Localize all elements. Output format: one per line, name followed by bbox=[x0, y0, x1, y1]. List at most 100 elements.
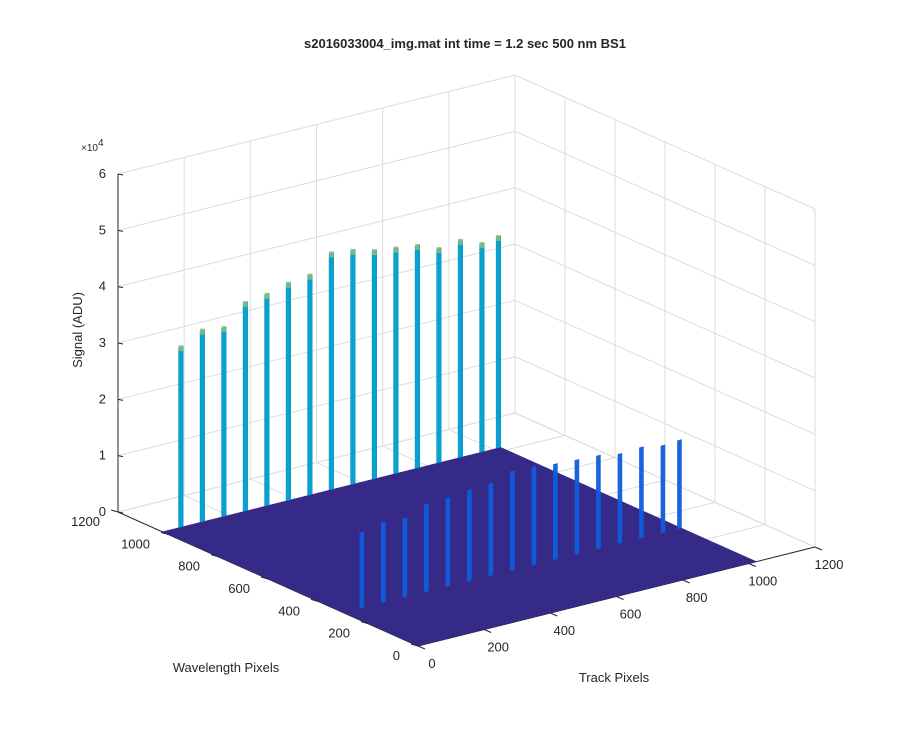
fiber-track-peak bbox=[178, 345, 184, 352]
z-tick-mark bbox=[117, 286, 124, 289]
fiber-track bbox=[414, 244, 420, 469]
x-tick-mark bbox=[748, 563, 757, 567]
y-tick-label: 400 bbox=[278, 603, 300, 618]
fiber-track-base bbox=[510, 470, 515, 571]
fiber-track-base bbox=[553, 463, 558, 561]
fiber-track-peak bbox=[372, 249, 377, 256]
chart-title: s2016033004_img.mat int time = 1.2 sec 5… bbox=[304, 36, 626, 51]
tick-labels: 0123456020040060080010001200020040060080… bbox=[71, 166, 843, 671]
grid-line bbox=[514, 187, 816, 323]
x-tick-label: 1000 bbox=[748, 574, 777, 589]
x-tick-mark bbox=[616, 596, 624, 600]
fiber-track-peak bbox=[307, 273, 313, 280]
fiber-track-base bbox=[381, 521, 386, 604]
fiber-track-base bbox=[677, 439, 682, 530]
fiber-track-peak bbox=[458, 238, 463, 245]
fiber-track bbox=[350, 249, 356, 485]
y-tick-label: 0 bbox=[393, 648, 400, 663]
y-tick-mark bbox=[210, 554, 219, 558]
fiber-track bbox=[457, 239, 463, 459]
fiber-track-peak bbox=[243, 301, 248, 308]
y-tick-label: 800 bbox=[178, 559, 200, 574]
fiber-track bbox=[479, 242, 485, 453]
x-tick-mark bbox=[483, 629, 492, 633]
z-tick-label: 3 bbox=[99, 335, 106, 350]
z-tick-mark bbox=[117, 173, 124, 176]
y-tick-label: 1200 bbox=[71, 514, 100, 529]
fiber-track-base bbox=[467, 489, 472, 582]
x-tick-label: 0 bbox=[428, 656, 435, 671]
y-tick-label: 1000 bbox=[121, 536, 150, 551]
fiber-track-peak bbox=[415, 244, 420, 251]
x-tick-mark bbox=[417, 645, 426, 650]
fiber-track-base bbox=[660, 444, 666, 534]
z-tick-label: 1 bbox=[99, 448, 106, 463]
fiber-track bbox=[436, 247, 442, 464]
y-tick-mark bbox=[310, 598, 319, 602]
z-tick-label: 2 bbox=[99, 391, 106, 406]
z-tick-label: 4 bbox=[99, 279, 106, 294]
fiber-track bbox=[371, 249, 377, 480]
fiber-track-peak bbox=[350, 248, 356, 255]
y-axis-label: Wavelength Pixels bbox=[173, 660, 280, 675]
grid-line bbox=[117, 412, 516, 513]
y-tick-label: 600 bbox=[228, 581, 250, 596]
z-tick-label: 0 bbox=[99, 504, 106, 519]
fiber-track bbox=[285, 282, 291, 502]
grid-line bbox=[117, 187, 516, 288]
z-tick-mark bbox=[117, 342, 124, 345]
grid-line bbox=[117, 243, 516, 344]
svg-text:×104: ×104 bbox=[81, 138, 104, 154]
fiber-track bbox=[495, 235, 502, 449]
grid-line bbox=[514, 243, 816, 379]
x-tick-mark bbox=[682, 579, 690, 584]
y-tick-mark bbox=[110, 509, 119, 513]
fiber-track-base bbox=[359, 531, 365, 609]
z-exponent-label: ×104 bbox=[81, 138, 104, 154]
x-tick-label: 200 bbox=[487, 640, 509, 655]
fiber-track bbox=[199, 329, 205, 523]
x-tick-mark bbox=[550, 612, 558, 617]
x-tick-label: 600 bbox=[620, 607, 642, 622]
grid-line bbox=[117, 356, 516, 457]
grid-line bbox=[117, 130, 516, 231]
fiber-track-peak bbox=[200, 328, 205, 335]
fiber-track bbox=[221, 326, 227, 518]
z-axis-label: Signal (ADU) bbox=[70, 292, 85, 368]
fiber-track-peak bbox=[496, 235, 501, 242]
z-tick-mark bbox=[117, 398, 124, 401]
fiber-track-peak bbox=[436, 247, 442, 254]
z-tick-mark bbox=[117, 455, 124, 458]
fiber-track-base bbox=[402, 517, 408, 598]
x-tick-mark bbox=[814, 546, 823, 551]
fiber-track-peak bbox=[264, 292, 270, 299]
grid-line bbox=[514, 130, 816, 266]
grid-line bbox=[117, 299, 516, 400]
fiber-track-peak bbox=[479, 242, 485, 249]
z-tick-label: 6 bbox=[99, 166, 106, 181]
z-tick-mark bbox=[117, 229, 124, 232]
y-tick-label: 200 bbox=[328, 626, 350, 641]
fiber-track-base bbox=[488, 482, 494, 577]
z-tick-mark bbox=[117, 511, 124, 514]
fiber-track-base bbox=[617, 452, 623, 545]
fiber-track-base bbox=[574, 458, 580, 555]
fiber-track bbox=[178, 345, 184, 528]
y-tick-mark bbox=[410, 643, 419, 647]
grid-line bbox=[514, 299, 816, 435]
x-axis-label: Track Pixels bbox=[579, 670, 650, 685]
x-tick-label: 400 bbox=[553, 623, 575, 638]
fiber-track bbox=[307, 274, 313, 496]
y-tick-mark bbox=[360, 621, 369, 625]
z-tick-label: 5 bbox=[99, 222, 106, 237]
fiber-track-peak bbox=[286, 281, 291, 288]
fiber-track-peak bbox=[329, 251, 334, 258]
surface bbox=[162, 235, 757, 646]
fiber-track-peak bbox=[393, 246, 399, 253]
fiber-track-base bbox=[424, 503, 429, 593]
surface-base-plane bbox=[162, 447, 757, 646]
fiber-track bbox=[264, 293, 270, 507]
y-tick-mark bbox=[160, 531, 169, 535]
y-tick-mark bbox=[260, 576, 269, 580]
